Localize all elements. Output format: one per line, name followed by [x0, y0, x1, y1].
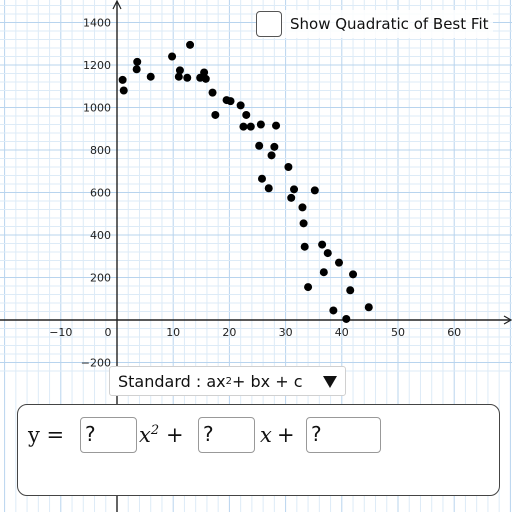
y-tick-label: −200 [81, 357, 111, 370]
best-fit-label: Show Quadratic of Best Fit [290, 15, 489, 33]
data-point[interactable] [364, 303, 373, 312]
data-point[interactable] [146, 72, 155, 81]
data-point[interactable] [264, 184, 273, 193]
data-point[interactable] [300, 242, 309, 251]
data-point[interactable] [270, 142, 279, 151]
dropdown-caret-icon[interactable] [323, 376, 337, 388]
data-point[interactable] [256, 120, 265, 129]
plus-sign-2: + [277, 423, 295, 447]
x-squared-exponent: 2 [150, 423, 160, 438]
data-point[interactable] [290, 185, 299, 194]
data-point[interactable] [346, 286, 355, 295]
data-point[interactable] [299, 219, 308, 228]
data-point[interactable] [239, 122, 248, 131]
data-point[interactable] [267, 151, 276, 160]
data-point[interactable] [257, 174, 266, 183]
y-tick-label: 600 [90, 187, 111, 200]
x-tick-label: 30 [279, 326, 293, 339]
best-fit-checkbox[interactable] [256, 11, 282, 37]
best-fit-toggle[interactable]: Show Quadratic of Best Fit [256, 10, 493, 38]
data-point[interactable] [119, 86, 128, 95]
data-point[interactable] [304, 283, 313, 292]
x-tick-label: 0 [105, 326, 112, 339]
plus-sign-1: + [166, 423, 184, 447]
data-point[interactable] [175, 66, 184, 75]
data-point[interactable] [272, 121, 281, 130]
y-tick-label: 1400 [83, 17, 111, 30]
y-tick-label: 200 [90, 272, 111, 285]
coefficient-a-input[interactable]: ? [80, 417, 137, 453]
data-point[interactable] [208, 88, 217, 97]
data-point[interactable] [284, 163, 293, 171]
x-tick-label: 10 [166, 326, 180, 339]
data-point[interactable] [298, 203, 307, 212]
data-point[interactable] [329, 306, 338, 315]
y-tick-label: 800 [90, 144, 111, 157]
data-point[interactable] [201, 74, 210, 83]
coefficient-c-input[interactable]: ? [306, 417, 381, 453]
x-squared-term: x2 [139, 423, 159, 447]
model-form-exponent: 2 [225, 375, 232, 387]
data-point[interactable] [310, 186, 319, 195]
x-tick-label: 60 [447, 326, 461, 339]
data-point[interactable] [168, 52, 177, 61]
data-point[interactable] [186, 40, 195, 49]
data-point[interactable] [211, 110, 220, 119]
data-point[interactable] [132, 65, 141, 74]
data-point[interactable] [174, 72, 183, 81]
x-term: x [260, 423, 272, 447]
data-point[interactable] [318, 240, 327, 249]
data-point[interactable] [342, 314, 351, 323]
data-point[interactable] [323, 249, 332, 258]
data-point[interactable] [246, 122, 255, 131]
data-point[interactable] [242, 110, 251, 119]
data-point[interactable] [133, 57, 142, 66]
y-tick-label: 400 [90, 229, 111, 242]
data-point[interactable] [319, 268, 328, 277]
data-point[interactable] [349, 270, 358, 279]
data-point[interactable] [255, 141, 264, 150]
equation-y-label: y = [28, 423, 65, 447]
y-tick-label: 1200 [83, 59, 111, 72]
coefficient-b-input[interactable]: ? [198, 417, 255, 453]
data-point[interactable] [226, 97, 235, 106]
data-point[interactable] [118, 75, 127, 84]
equation-panel: y = ? x2 + ? x + ? [17, 404, 500, 496]
x-tick-label: 20 [222, 326, 236, 339]
model-form-suffix: + bx + c [232, 371, 303, 391]
model-form-dropdown[interactable]: Standard : ax 2 + bx + c [109, 366, 346, 396]
data-point[interactable] [236, 101, 245, 110]
data-point[interactable] [200, 68, 209, 77]
y-axis-arrow-icon [112, 0, 122, 10]
x-tick-label: −10 [49, 326, 72, 339]
data-point[interactable] [183, 73, 192, 82]
model-form-text: Standard : ax [118, 371, 226, 391]
data-point[interactable] [287, 193, 296, 202]
x-axis-arrow-icon [503, 315, 512, 325]
y-tick-label: 1000 [83, 102, 111, 115]
x-tick-label: 50 [391, 326, 405, 339]
x-squared-base: x [139, 423, 151, 447]
x-tick-label: 40 [335, 326, 349, 339]
data-point[interactable] [334, 258, 343, 267]
